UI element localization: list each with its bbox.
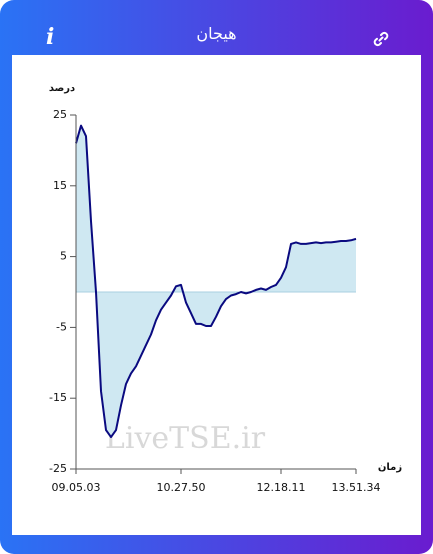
link-button[interactable] (372, 30, 390, 48)
y-tick-label: -25 (49, 462, 67, 475)
x-tick-label: 13.51.34 (332, 481, 381, 494)
info-button[interactable]: i (46, 24, 55, 50)
watermark: LiveTSE.ir (105, 421, 266, 456)
y-tick-label: 5 (60, 250, 67, 263)
y-axis-label: درصد (49, 83, 75, 94)
line (75, 124, 357, 439)
y-tick-label: -5 (56, 320, 67, 333)
x-axis-label: زمان (378, 462, 402, 473)
area-fill (76, 125, 356, 438)
y-tick-label: 25 (53, 108, 67, 121)
x-tick-label: 09.05.03 (52, 481, 101, 494)
y-tick-label: 15 (53, 179, 67, 192)
header-title: هیجان (196, 24, 237, 43)
x-tick-label: 10.27.50 (157, 481, 206, 494)
y-tick-label: -15 (49, 391, 67, 404)
x-tick-label: 12.18.11 (257, 481, 306, 494)
